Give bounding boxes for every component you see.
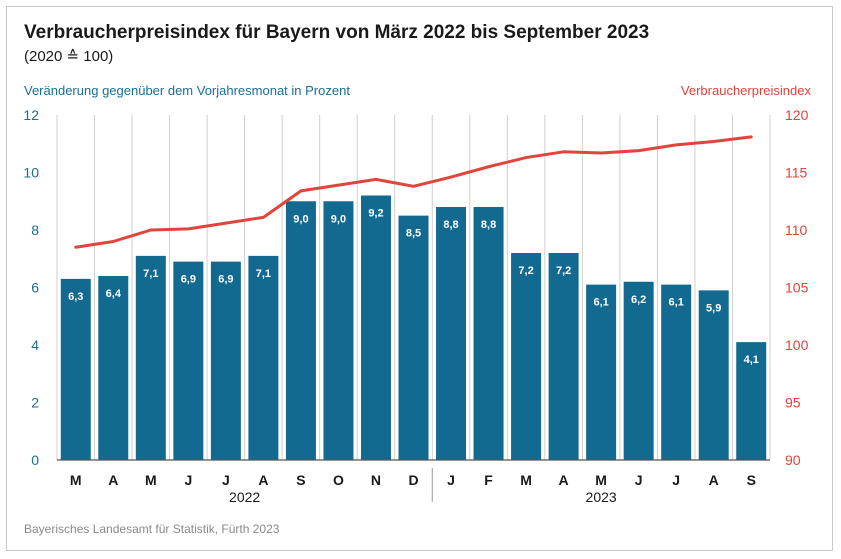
x-axis-month-label: A xyxy=(258,472,268,488)
bar xyxy=(285,201,316,460)
x-axis-year-label: 2023 xyxy=(586,489,617,505)
left-axis-tick: 10 xyxy=(23,165,39,181)
bar-value-label: 7,1 xyxy=(256,268,271,280)
left-axis-label: Veränderung gegenüber dem Vorjahresmonat… xyxy=(24,83,350,98)
bar-value-label: 9,0 xyxy=(293,213,308,225)
x-axis-month-label: S xyxy=(747,472,756,488)
source-note: Bayerisches Landesamt für Statistik, Für… xyxy=(24,522,280,536)
bar-value-label: 8,8 xyxy=(481,219,496,231)
bar xyxy=(436,207,467,460)
x-axis-month-label: J xyxy=(635,472,643,488)
bar xyxy=(210,261,241,460)
left-axis-tick: 2 xyxy=(31,395,39,411)
index-line xyxy=(74,135,753,249)
bar-value-label: 6,9 xyxy=(218,274,233,286)
bar xyxy=(323,201,354,460)
left-axis-tick: 4 xyxy=(31,337,39,353)
right-axis-tick: 100 xyxy=(785,337,809,353)
bar-value-label: 6,1 xyxy=(593,297,608,309)
bar-value-label: 6,9 xyxy=(181,274,196,286)
right-axis-tick: 90 xyxy=(785,452,801,468)
bar xyxy=(248,255,279,460)
x-axis-month-label: J xyxy=(184,472,192,488)
bar-value-label: 6,3 xyxy=(68,291,83,303)
bar xyxy=(360,195,391,460)
right-axis-label: Verbraucherpreisindex xyxy=(680,83,811,98)
x-axis-month-label: J xyxy=(672,472,680,488)
bar xyxy=(98,276,129,460)
left-axis-tick: 12 xyxy=(23,107,39,123)
x-axis-month-label: A xyxy=(559,472,569,488)
bar xyxy=(511,253,542,460)
x-axis-month-label: M xyxy=(70,472,82,488)
x-axis-month-label: A xyxy=(108,472,118,488)
bar-value-label: 8,8 xyxy=(443,219,458,231)
bar-value-label: 9,2 xyxy=(368,208,383,220)
bar xyxy=(698,290,729,460)
bar-value-label: 9,0 xyxy=(331,213,346,225)
x-axis-month-label: F xyxy=(484,472,493,488)
x-axis-month-label: A xyxy=(709,472,719,488)
bar-value-label: 5,9 xyxy=(706,302,721,314)
chart-subtitle: (2020 ≙ 100) xyxy=(24,48,114,65)
right-axis-tick: 115 xyxy=(785,165,808,181)
bar-value-label: 7,1 xyxy=(143,268,158,280)
bar-value-label: 8,5 xyxy=(406,228,421,240)
bar xyxy=(473,207,504,460)
x-axis-month-label: M xyxy=(595,472,607,488)
bar-value-label: 6,1 xyxy=(669,297,684,309)
bar-value-label: 7,2 xyxy=(518,265,533,277)
bar xyxy=(60,278,91,460)
bar xyxy=(586,284,617,460)
x-axis-month-label: M xyxy=(145,472,157,488)
left-axis-tick: 0 xyxy=(31,452,39,468)
bar-value-label: 6,4 xyxy=(106,288,122,300)
x-axis-year-label: 2022 xyxy=(229,489,260,505)
right-axis-tick: 110 xyxy=(785,222,808,238)
bar xyxy=(661,284,692,460)
x-axis-month-label: J xyxy=(447,472,455,488)
right-axis-tick: 120 xyxy=(785,107,809,123)
x-axis-month-label: O xyxy=(333,472,344,488)
x-axis-month-label: N xyxy=(371,472,381,488)
bar xyxy=(135,255,166,460)
x-axis-month-label: S xyxy=(296,472,305,488)
left-axis-tick: 8 xyxy=(31,222,39,238)
bar xyxy=(548,253,579,460)
bar-value-label: 6,2 xyxy=(631,294,646,306)
bar xyxy=(173,261,204,460)
x-axis-month-label: J xyxy=(222,472,230,488)
bar-value-label: 7,2 xyxy=(556,265,571,277)
right-axis-tick: 105 xyxy=(785,280,809,296)
x-axis-month-label: M xyxy=(520,472,532,488)
bar xyxy=(736,342,767,460)
bar-value-label: 4,1 xyxy=(744,354,759,366)
bar xyxy=(398,215,429,460)
chart-title: Verbraucherpreisindex für Bayern von Mär… xyxy=(24,22,650,43)
left-axis-tick: 6 xyxy=(31,280,39,296)
x-axis-month-label: D xyxy=(408,472,418,488)
bar xyxy=(623,281,654,460)
right-axis-tick: 95 xyxy=(785,395,801,411)
